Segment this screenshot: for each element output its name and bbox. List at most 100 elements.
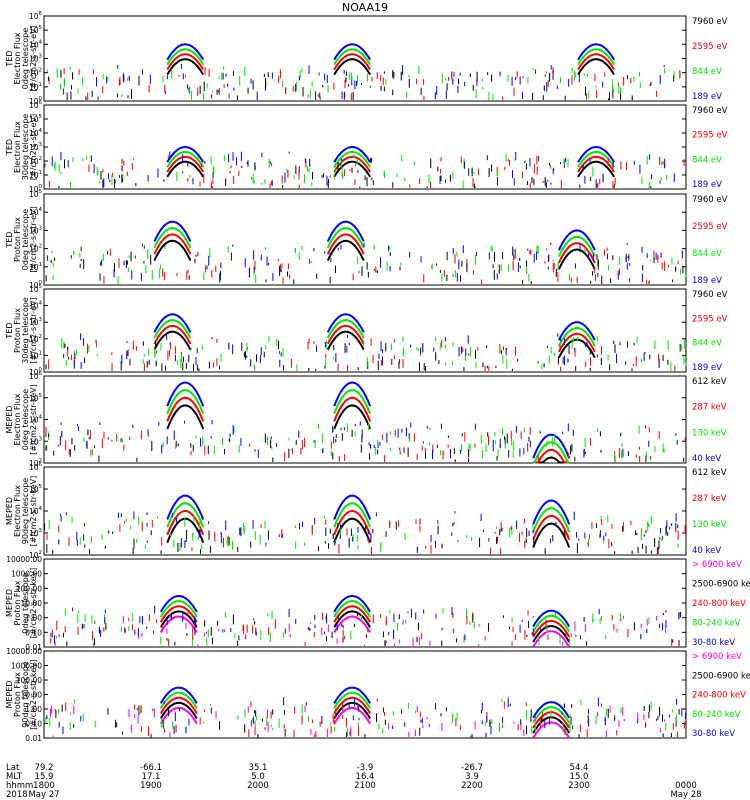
y-axis-label-line: Proton Flux bbox=[13, 217, 22, 262]
y-axis-label-line: TED bbox=[5, 50, 14, 67]
y-axis-label-line: Proton Flux bbox=[13, 580, 22, 625]
y-axis-label-line: TED bbox=[5, 139, 14, 156]
y-axis-label-line: [#/cm2-s-str-eV] bbox=[29, 114, 38, 180]
series-bump bbox=[153, 227, 192, 249]
series-bump bbox=[159, 701, 198, 720]
y-axis-label-line: [#/cm2-s-str-keV] bbox=[29, 568, 38, 639]
y-tick-label: 101 bbox=[29, 350, 42, 360]
y-axis-label-line: Proton Flux bbox=[13, 672, 22, 717]
series-bump bbox=[153, 330, 192, 351]
y-axis-label-line: 0deg telescope bbox=[21, 572, 30, 633]
x-tick-label: 2000 bbox=[247, 781, 269, 791]
series-bump bbox=[333, 43, 371, 61]
legend-entry: > 6900 keV bbox=[692, 652, 742, 662]
data-marks bbox=[45, 220, 687, 284]
series-bump bbox=[159, 605, 198, 623]
data-marks bbox=[45, 686, 686, 739]
y-tick-label: 106 bbox=[29, 462, 43, 472]
series-bump bbox=[333, 160, 371, 178]
x-tick-label: -26.7 bbox=[461, 763, 483, 773]
series-bump bbox=[159, 686, 198, 704]
x-tick-label: 1800 bbox=[33, 781, 55, 791]
y-tick-label: 103 bbox=[29, 436, 43, 446]
panel-frame bbox=[43, 466, 687, 556]
series-bump bbox=[333, 502, 372, 528]
series-bump bbox=[532, 507, 571, 533]
series-bump bbox=[153, 239, 192, 262]
series-bump bbox=[166, 48, 205, 66]
series-bump bbox=[333, 381, 372, 407]
series-bump bbox=[333, 145, 371, 163]
legend-entry: 130 keV bbox=[692, 428, 727, 438]
x-row-label: Lat bbox=[6, 763, 20, 773]
x-tick-label: -66.1 bbox=[140, 763, 162, 773]
y-tick-label: 103 bbox=[29, 225, 43, 235]
legend-entry: 189 eV bbox=[692, 180, 722, 190]
y-tick-label: 103 bbox=[29, 54, 43, 64]
y-tick-label: 106 bbox=[29, 100, 43, 110]
y-tick-label: 10.00 bbox=[21, 691, 43, 700]
series-bump bbox=[159, 691, 198, 709]
panel-4: 100 101 102 103 104 105 TED Proton Flux 30deg te… bbox=[5, 284, 728, 377]
x-tick-label: 3.9 bbox=[465, 772, 479, 782]
y-tick-label: 102 bbox=[29, 156, 42, 166]
x-tick-label: 2300 bbox=[568, 781, 590, 791]
data-marks bbox=[44, 145, 685, 188]
legend-entry: 7960 eV bbox=[692, 290, 728, 300]
series-bump bbox=[333, 594, 371, 613]
series-bump bbox=[333, 706, 371, 725]
y-tick-label: 0.10 bbox=[25, 628, 42, 637]
y-tick-label: 0.10 bbox=[25, 720, 42, 729]
y-tick-label: 101 bbox=[29, 170, 42, 180]
legend-entry: 844 eV bbox=[692, 155, 722, 165]
series-bump bbox=[166, 494, 205, 520]
legend-entry: 844 eV bbox=[692, 339, 722, 349]
panel-3: 100 101 102 103 104 105 TED Proton Flux 0deg tel… bbox=[5, 189, 728, 290]
y-tick-label: 102 bbox=[29, 334, 42, 344]
series-bump bbox=[159, 696, 198, 714]
x-tick-label: 35.1 bbox=[249, 763, 268, 773]
series-bump bbox=[153, 319, 192, 339]
series-bump bbox=[153, 313, 192, 333]
series-bump bbox=[577, 53, 615, 71]
x-tick-label: 1900 bbox=[140, 781, 162, 791]
series-bump bbox=[333, 404, 372, 430]
y-axis-label-line: MEPED bbox=[5, 681, 14, 709]
series-bump bbox=[333, 686, 371, 704]
y-tick-label: 103 bbox=[29, 142, 43, 152]
y-axis-label-line: [#/cm2-s-str-keV] bbox=[29, 659, 38, 730]
legend-entry: 7960 eV bbox=[692, 195, 728, 205]
series-bump bbox=[532, 614, 571, 633]
series-bump bbox=[166, 145, 205, 163]
legend-entry: 130 keV bbox=[692, 520, 727, 530]
y-axis-label-line: 90deg telescope bbox=[21, 478, 30, 545]
y-tick-label: 100 bbox=[29, 367, 43, 377]
series-bump bbox=[166, 58, 205, 76]
series-bump bbox=[532, 706, 571, 724]
legend-entry: 30-80 keV bbox=[692, 729, 735, 739]
legend-entry: 287 keV bbox=[692, 494, 727, 504]
legend-entry: 612 keV bbox=[692, 377, 727, 387]
series-bump bbox=[333, 53, 371, 71]
y-tick-label: 104 bbox=[29, 415, 43, 425]
series-bump bbox=[333, 150, 371, 168]
data-marks bbox=[45, 381, 686, 464]
x-row-label: MLT bbox=[6, 772, 23, 782]
legend-entry: 189 eV bbox=[692, 276, 722, 286]
legend-entry: 844 eV bbox=[692, 67, 722, 77]
x-tick-label: 2200 bbox=[461, 781, 483, 791]
y-tick-label: 104 bbox=[29, 506, 43, 516]
series-bump bbox=[333, 605, 371, 623]
x-tick-label: 0000 bbox=[675, 781, 697, 791]
x-tick-label: 79.2 bbox=[35, 763, 54, 773]
y-tick-label: 100.00 bbox=[16, 584, 42, 593]
series-bump bbox=[532, 522, 571, 548]
legend-entry: 612 keV bbox=[692, 468, 727, 478]
x-tick-label: 5.0 bbox=[251, 772, 265, 782]
series-bump bbox=[532, 625, 571, 643]
series-bump bbox=[326, 239, 365, 262]
series-bump bbox=[333, 389, 372, 415]
panel-8: 0.01 0.10 1.00 10.00 100.00 1000.00 10000.00 ME… bbox=[5, 647, 750, 743]
series-bump bbox=[166, 381, 205, 407]
